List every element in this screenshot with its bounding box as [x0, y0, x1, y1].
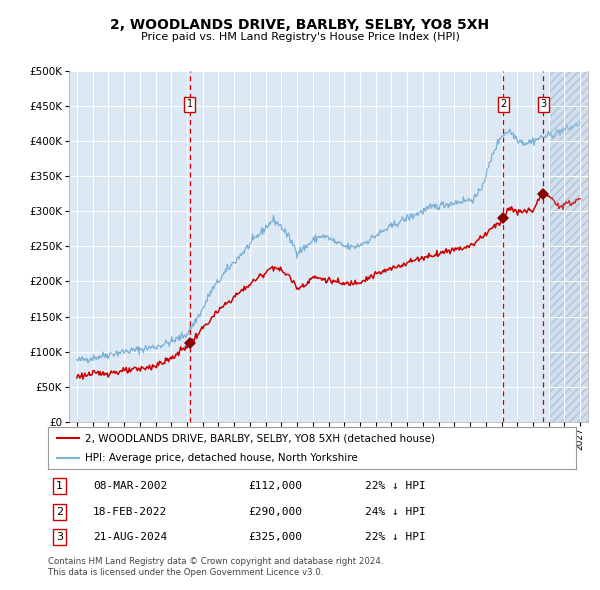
Text: 2: 2 [56, 507, 63, 517]
Text: 2, WOODLANDS DRIVE, BARLBY, SELBY, YO8 5XH: 2, WOODLANDS DRIVE, BARLBY, SELBY, YO8 5… [110, 18, 490, 32]
Text: 2: 2 [500, 99, 506, 109]
Bar [550, 71, 600, 422]
Text: £290,000: £290,000 [248, 507, 302, 517]
Text: 22% ↓ HPI: 22% ↓ HPI [365, 481, 425, 491]
Text: 2, WOODLANDS DRIVE, BARLBY, SELBY, YO8 5XH (detached house): 2, WOODLANDS DRIVE, BARLBY, SELBY, YO8 5… [85, 433, 435, 443]
Text: Contains HM Land Registry data © Crown copyright and database right 2024.: Contains HM Land Registry data © Crown c… [48, 557, 383, 566]
Text: £112,000: £112,000 [248, 481, 302, 491]
Text: 21-AUG-2024: 21-AUG-2024 [93, 532, 167, 542]
Text: £325,000: £325,000 [248, 532, 302, 542]
Text: 3: 3 [56, 532, 63, 542]
Text: 3: 3 [540, 99, 546, 109]
Text: HPI: Average price, detached house, North Yorkshire: HPI: Average price, detached house, Nort… [85, 453, 358, 463]
Text: 08-MAR-2002: 08-MAR-2002 [93, 481, 167, 491]
Text: 24% ↓ HPI: 24% ↓ HPI [365, 507, 425, 517]
Text: 1: 1 [187, 99, 193, 109]
Text: 22% ↓ HPI: 22% ↓ HPI [365, 532, 425, 542]
Text: Price paid vs. HM Land Registry's House Price Index (HPI): Price paid vs. HM Land Registry's House … [140, 32, 460, 42]
Text: This data is licensed under the Open Government Licence v3.0.: This data is licensed under the Open Gov… [48, 568, 323, 577]
Bar [550, 71, 600, 422]
Text: 1: 1 [56, 481, 63, 491]
Text: 18-FEB-2022: 18-FEB-2022 [93, 507, 167, 517]
